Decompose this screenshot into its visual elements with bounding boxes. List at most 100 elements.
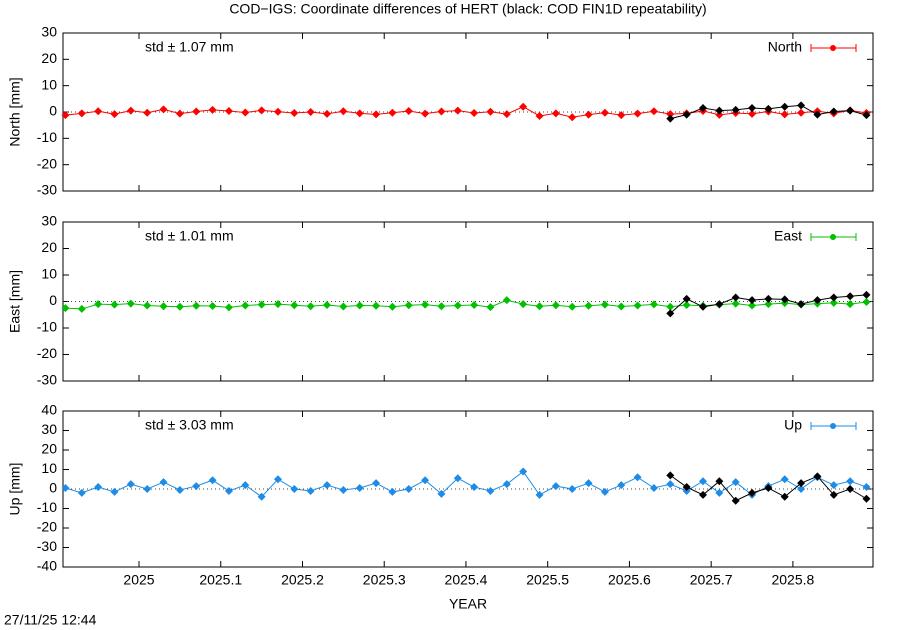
data-point [568, 485, 577, 493]
legend-swatch [830, 423, 836, 429]
x-tick-label: 2025.5 [526, 572, 569, 588]
data-point [829, 298, 838, 307]
data-point [355, 484, 364, 493]
data-point [323, 481, 332, 490]
data-point [126, 106, 135, 115]
data-point [257, 492, 266, 501]
data-point [666, 114, 675, 123]
data-point [698, 302, 707, 311]
data-point [453, 301, 462, 310]
data-point [600, 108, 609, 117]
annotation: std ± 1.01 mm [145, 228, 234, 244]
data-point [94, 483, 103, 492]
data-point [323, 109, 332, 118]
data-point [339, 485, 348, 494]
y-tick-label: 10 [41, 76, 57, 92]
data-point [797, 485, 806, 493]
data-point [584, 301, 593, 310]
data-point [110, 110, 119, 119]
data-point [551, 482, 560, 491]
data-point [470, 300, 479, 309]
data-point [143, 485, 152, 493]
data-point [290, 485, 299, 493]
annotation: std ± 3.03 mm [145, 417, 234, 433]
y-tick-label: 0 [49, 292, 57, 308]
data-point [61, 304, 70, 313]
plot-frame [62, 221, 874, 382]
data-point [175, 302, 184, 311]
legend-label: Up [784, 417, 802, 433]
y-tick-label: -30 [37, 538, 57, 554]
data-point [764, 484, 773, 493]
data-point [437, 302, 446, 311]
y-tick-label: -10 [37, 319, 57, 335]
annotation: std ± 1.07 mm [145, 39, 234, 55]
x-tick-label: 2025.2 [281, 572, 324, 588]
data-point [519, 467, 528, 476]
y-tick-label: 10 [41, 460, 57, 476]
data-point [257, 300, 266, 309]
data-point [273, 475, 282, 484]
data-point [829, 481, 838, 490]
plot-frame [62, 32, 874, 192]
data-point [306, 486, 315, 495]
data-point [404, 301, 413, 310]
y-tick-label: 40 [41, 402, 57, 418]
timestamp: 27/11/25 12:44 [4, 612, 97, 628]
data-point [748, 104, 757, 113]
data-point [94, 107, 103, 116]
data-point [437, 107, 446, 116]
y-axis-label: Up [mm] [7, 463, 23, 516]
data-point [224, 106, 233, 115]
data-point [143, 301, 152, 310]
data-point [486, 107, 495, 116]
data-point [290, 109, 299, 118]
data-point [470, 483, 479, 492]
data-point [208, 476, 217, 485]
data-point [780, 475, 789, 484]
data-point [355, 109, 364, 118]
legend-label: East [774, 228, 802, 244]
data-point [617, 302, 626, 311]
data-point [829, 490, 838, 499]
data-point [143, 108, 152, 117]
data-point [846, 292, 855, 301]
data-point [224, 486, 233, 495]
data-point [862, 111, 871, 120]
data-point [323, 300, 332, 309]
data-point [453, 474, 462, 483]
data-point [617, 481, 626, 490]
data-point [862, 290, 871, 299]
legend-label: North [768, 39, 802, 55]
legend-swatch [830, 234, 836, 240]
data-point [437, 489, 446, 498]
x-tick-label: 2025.3 [363, 572, 406, 588]
data-point [77, 304, 86, 313]
data-point [731, 105, 740, 114]
data-point [780, 110, 789, 119]
y-tick-label: -10 [37, 499, 57, 515]
data-point [829, 293, 838, 302]
data-point [715, 488, 724, 497]
data-point [780, 295, 789, 304]
data-point [682, 300, 691, 309]
data-point [764, 300, 773, 309]
data-point [372, 301, 381, 310]
data-point [666, 480, 675, 489]
data-point [748, 296, 757, 305]
y-tick-label: -10 [37, 129, 57, 145]
data-point [764, 294, 773, 303]
x-tick-label: 2025 [123, 572, 154, 588]
data-point [339, 107, 348, 116]
data-point [862, 298, 871, 307]
data-point [649, 300, 658, 309]
y-tick-label: -40 [37, 558, 57, 574]
y-axis-label: East [mm] [7, 270, 23, 333]
data-point [486, 303, 495, 312]
y-axis-label: North [mm] [7, 77, 23, 146]
data-point [633, 109, 642, 118]
data-point [568, 113, 577, 122]
data-point [797, 300, 806, 309]
y-tick-label: 20 [41, 239, 57, 255]
